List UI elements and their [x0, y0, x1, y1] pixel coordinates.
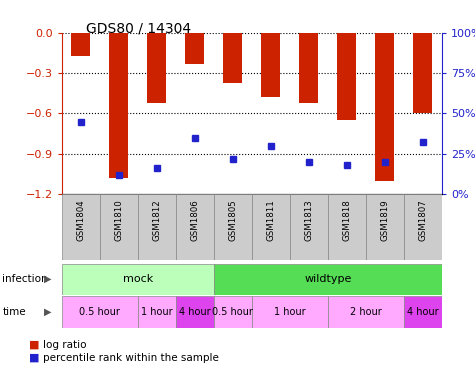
Text: ■: ■ [28, 340, 39, 350]
FancyBboxPatch shape [366, 194, 404, 260]
Text: infection: infection [2, 274, 48, 284]
Text: wildtype: wildtype [304, 274, 352, 284]
Text: GSM1805: GSM1805 [228, 199, 237, 241]
Text: GSM1810: GSM1810 [114, 199, 123, 241]
Text: GSM1812: GSM1812 [152, 199, 161, 241]
Bar [299, 33, 318, 103]
Text: 2 hour: 2 hour [350, 307, 381, 317]
Bar [261, 33, 280, 97]
Bar [375, 33, 394, 180]
FancyBboxPatch shape [328, 194, 366, 260]
FancyBboxPatch shape [404, 296, 442, 328]
Text: log ratio: log ratio [43, 340, 86, 350]
Text: percentile rank within the sample: percentile rank within the sample [43, 353, 218, 363]
FancyBboxPatch shape [214, 194, 252, 260]
Text: GSM1819: GSM1819 [380, 199, 389, 241]
FancyBboxPatch shape [138, 194, 176, 260]
Text: ▶: ▶ [44, 307, 52, 317]
FancyBboxPatch shape [252, 296, 328, 328]
Text: GSM1811: GSM1811 [266, 199, 275, 241]
FancyBboxPatch shape [62, 264, 214, 295]
Text: 0.5 hour: 0.5 hour [79, 307, 120, 317]
Text: GSM1813: GSM1813 [304, 199, 313, 241]
FancyBboxPatch shape [100, 194, 138, 260]
Bar [185, 33, 204, 64]
Text: GSM1818: GSM1818 [342, 199, 351, 241]
Bar [223, 33, 242, 83]
FancyBboxPatch shape [404, 194, 442, 260]
Bar [71, 33, 90, 56]
FancyBboxPatch shape [62, 296, 138, 328]
Text: mock: mock [123, 274, 153, 284]
FancyBboxPatch shape [328, 296, 404, 328]
Text: GSM1804: GSM1804 [76, 199, 85, 241]
Text: GSM1807: GSM1807 [418, 199, 427, 241]
Text: GDS80 / 14304: GDS80 / 14304 [86, 22, 190, 36]
FancyBboxPatch shape [290, 194, 328, 260]
FancyBboxPatch shape [176, 194, 214, 260]
Text: ▶: ▶ [44, 274, 52, 284]
FancyBboxPatch shape [138, 296, 176, 328]
Bar [109, 33, 128, 178]
FancyBboxPatch shape [176, 296, 214, 328]
Bar [413, 33, 432, 113]
FancyBboxPatch shape [62, 194, 100, 260]
Text: ■: ■ [28, 353, 39, 363]
Bar [147, 33, 166, 103]
FancyBboxPatch shape [214, 264, 442, 295]
Text: 0.5 hour: 0.5 hour [212, 307, 253, 317]
Bar [337, 33, 356, 120]
Text: GSM1806: GSM1806 [190, 199, 199, 241]
Text: 1 hour: 1 hour [141, 307, 172, 317]
FancyBboxPatch shape [214, 296, 252, 328]
Text: time: time [2, 307, 26, 317]
Text: 4 hour: 4 hour [179, 307, 210, 317]
Text: 4 hour: 4 hour [407, 307, 438, 317]
Text: 1 hour: 1 hour [274, 307, 305, 317]
FancyBboxPatch shape [252, 194, 290, 260]
